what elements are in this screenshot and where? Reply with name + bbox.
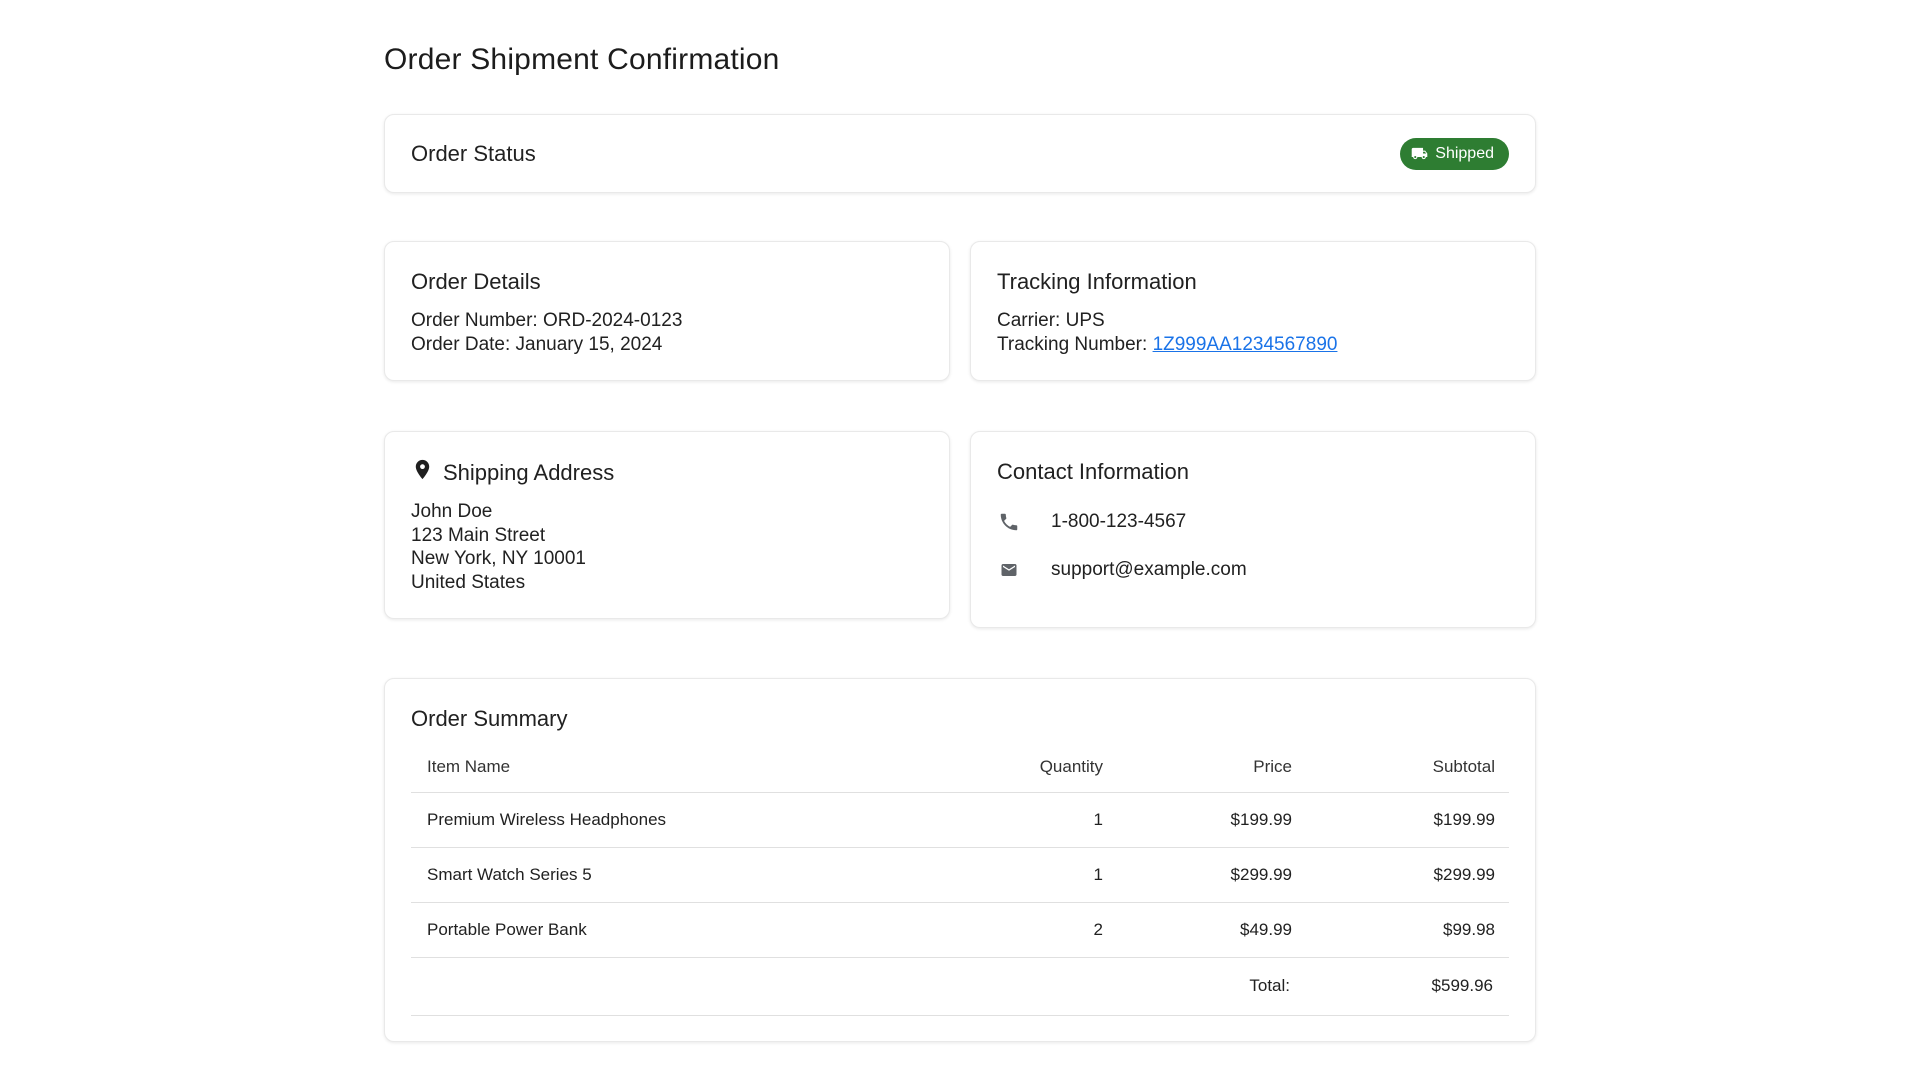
address-contact-row: Shipping Address John Doe 123 Main Stree… [384, 431, 1536, 628]
total-row-spacer [927, 957, 1117, 1016]
contact-info-card: Contact Information 1-800-123-4567 [970, 431, 1536, 628]
contact-info-title: Contact Information [997, 459, 1189, 484]
table-row: Premium Wireless Headphones 1 $199.99 $1… [411, 792, 1509, 848]
email-row: support@example.com [997, 555, 1509, 585]
status-badge-label: Shipped [1435, 144, 1494, 162]
status-badge: Shipped [1400, 137, 1509, 170]
total-row: Total: $599.96 [411, 957, 1509, 1016]
item-name: Premium Wireless Headphones [411, 792, 927, 848]
item-quantity: 1 [927, 847, 1117, 903]
order-summary-card: Order Summary Item Name Quantity Price S… [384, 678, 1536, 1042]
total-row-spacer [411, 957, 927, 1016]
order-details-title: Order Details [411, 269, 541, 294]
phone-icon [997, 511, 1021, 533]
envelope-icon [997, 561, 1021, 579]
item-subtotal: $99.98 [1306, 902, 1509, 958]
tracking-info-title: Tracking Information [997, 269, 1197, 294]
tracking-info-card: Tracking Information Carrier: UPS Tracki… [970, 241, 1536, 381]
order-status-title: Order Status [411, 141, 536, 166]
item-name: Smart Watch Series 5 [411, 847, 927, 903]
details-tracking-row: Order Details Order Number: ORD-2024-012… [384, 241, 1536, 381]
address-name: John Doe [411, 501, 493, 522]
order-details-card: Order Details Order Number: ORD-2024-012… [384, 241, 950, 381]
order-date-line: Order Date: January 15, 2024 [411, 333, 663, 355]
total-label: Total: [1117, 957, 1306, 1016]
shipping-address-title-row: Shipping Address [411, 458, 923, 486]
column-header-item-name: Item Name [411, 742, 927, 793]
order-summary-title: Order Summary [411, 706, 568, 731]
item-price: $199.99 [1117, 792, 1306, 848]
tracking-number-label: Tracking Number: [997, 333, 1153, 355]
order-number-line: Order Number: ORD-2024-0123 [411, 310, 683, 331]
address-street: 123 Main Street [411, 524, 546, 546]
item-name: Portable Power Bank [411, 902, 927, 958]
table-row: Smart Watch Series 5 1 $299.99 $299.99 [411, 847, 1509, 903]
order-summary-table: Item Name Quantity Price Subtotal Premiu… [411, 742, 1509, 1016]
shipping-address-card: Shipping Address John Doe 123 Main Stree… [384, 431, 950, 619]
item-price: $299.99 [1117, 847, 1306, 903]
truck-icon [1411, 145, 1428, 162]
shipping-address-title: Shipping Address [443, 459, 615, 485]
item-subtotal: $199.99 [1306, 792, 1509, 848]
table-row: Portable Power Bank 2 $49.99 $99.98 [411, 902, 1509, 958]
column-header-quantity: Quantity [927, 742, 1117, 793]
address-city: New York, NY 10001 [411, 548, 586, 569]
contact-rows: 1-800-123-4567 support@example.com [997, 507, 1509, 585]
page-title: Order Shipment Confirmation [384, 43, 780, 76]
page-container: Order Shipment Confirmation Order Status… [384, 0, 1536, 1042]
column-header-price: Price [1117, 742, 1306, 793]
summary-header-row: Item Name Quantity Price Subtotal [411, 742, 1509, 793]
total-value: $599.96 [1306, 957, 1509, 1016]
item-price: $49.99 [1117, 902, 1306, 958]
carrier-line: Carrier: UPS [997, 310, 1105, 331]
phone-row: 1-800-123-4567 [997, 507, 1509, 537]
phone-number: 1-800-123-4567 [1051, 511, 1187, 532]
order-status-card: Order Status Shipped [384, 114, 1536, 193]
item-quantity: 1 [927, 792, 1117, 848]
support-email: support@example.com [1051, 559, 1247, 580]
column-header-subtotal: Subtotal [1306, 742, 1509, 793]
item-subtotal: $299.99 [1306, 847, 1509, 903]
item-quantity: 2 [927, 902, 1117, 958]
tracking-number-link[interactable]: 1Z999AA1234567890 [1152, 333, 1338, 355]
location-pin-icon [411, 458, 434, 486]
tracking-number-line: Tracking Number: 1Z999AA1234567890 [997, 333, 1509, 357]
address-country: United States [411, 571, 526, 593]
